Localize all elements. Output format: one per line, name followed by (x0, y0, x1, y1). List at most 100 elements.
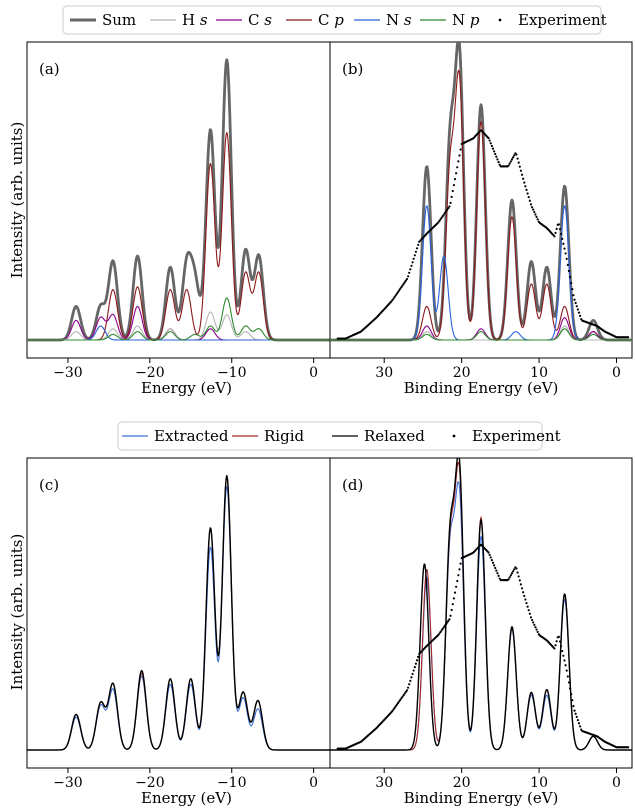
panel-b-experiment-point (490, 144, 493, 148)
panel-b-xtick-label: 20 (453, 365, 471, 381)
panel-d-experiment-point (489, 556, 492, 559)
panel-b-experiment-point (566, 263, 569, 266)
panel-b-experiment-point (393, 295, 396, 298)
panel-b-label: (b) (342, 60, 363, 78)
panel-d-experiment-point (399, 698, 402, 701)
panel-b-experiment-point (415, 247, 419, 250)
panel-b-experiment-point (459, 148, 462, 151)
legend-label-np: N p (452, 11, 480, 29)
panel-d-experiment-point (497, 574, 500, 578)
panel-b-experiment-point (442, 213, 445, 216)
panel-b-experiment-point (577, 311, 581, 314)
ylabel-top: Intensity (arb. units) (8, 122, 26, 279)
panel-d-experiment-point (458, 568, 461, 571)
panel-d-experiment-point (554, 644, 557, 647)
panel-d-frame (329, 457, 633, 769)
panel-d-experiment-point (574, 712, 577, 715)
panel-b-experiment-point (497, 160, 500, 164)
panel-d-experiment-point (438, 632, 441, 635)
legend-label-sum: Sum (102, 11, 136, 29)
panel-b-experiment-point (561, 237, 564, 240)
panel-d-xlabel: Binding Energy (eV) (404, 789, 559, 807)
panel-d-series-rigid (330, 461, 632, 751)
panel-d-experiment-point (525, 601, 528, 605)
legend-marker-experiment (498, 18, 502, 22)
panel-b-experiment-point (394, 294, 397, 297)
panel-d-experiment-point (404, 690, 407, 694)
panel-d-experiment-point (413, 666, 416, 669)
panel-d-experiment-point (417, 655, 420, 658)
panel-b-experiment-point (489, 142, 492, 145)
panel-d-experiment-point (496, 572, 499, 575)
panel-b-experiment-point (407, 275, 410, 278)
panel-d-experiment-point (627, 746, 630, 749)
panel-b-experiment-point (457, 160, 460, 163)
panel-b-experiment-point (507, 164, 510, 167)
panel-b-experiment-point (553, 235, 556, 238)
panel-b-experiment-point (525, 188, 528, 191)
panel-b-experiment-point (517, 161, 520, 164)
panel-d-experiment-point (444, 622, 448, 626)
panel-d-experiment-point (396, 701, 400, 705)
panel-c-xtick-label: −20 (135, 775, 165, 791)
panel-b-experiment-point (574, 301, 577, 305)
panel-d-xtick-label: 0 (612, 775, 621, 791)
panel-b-experiment-point (522, 177, 525, 180)
panel-b-experiment-point (444, 210, 448, 213)
panel-c-xtick-label: 0 (309, 775, 318, 791)
panel-b-experiment-point (557, 223, 560, 226)
panel-b-experiment-point (555, 227, 558, 230)
panel-a-xtick-label: −20 (135, 365, 165, 381)
panel-b-experiment-point (572, 294, 575, 297)
panel-d-experiment-point (523, 594, 526, 598)
panel-d-experiment-point (530, 618, 534, 622)
panel-b-experiment-point (536, 218, 539, 221)
panel-d-experiment-point (508, 576, 511, 579)
panel-b-experiment-point (417, 243, 420, 246)
panel-b-experiment-point (530, 206, 534, 209)
panel-d-experiment-point (412, 669, 415, 672)
panel-b-experiment-point (411, 261, 414, 264)
panel-d-xtick-label: 20 (453, 775, 471, 791)
panel-d-experiment-point (398, 700, 401, 703)
panel-b-experiment-point (580, 318, 583, 321)
panel-b-experiment-point (438, 219, 441, 223)
panel-c-plot-area (27, 474, 330, 751)
legend-label-ns: N s (386, 11, 412, 29)
panel-b-experiment-point (493, 150, 496, 153)
panel-b-experiment-point (524, 185, 527, 188)
panel-b-experiment-point (398, 289, 401, 292)
panel-b-experiment-point (414, 250, 418, 253)
panel-d-experiment-point (456, 579, 459, 583)
panel-d-experiment-point (442, 626, 445, 629)
panel-d-experiment-point (446, 621, 449, 624)
panel-b-experiment-point (533, 210, 536, 214)
panel-d-xtick-label: 10 (530, 775, 548, 791)
panel-b-experiment-point (518, 165, 521, 168)
panel-d-experiment-point (577, 722, 581, 725)
panel-b-series-np (330, 328, 632, 341)
panel-d-experiment-point (409, 679, 412, 682)
panel-b-xlabel: Binding Energy (eV) (404, 379, 559, 397)
panel-b-experiment-point (451, 189, 454, 193)
panel-a-series-sum (27, 58, 330, 342)
panel-b-experiment-point (565, 257, 568, 260)
legend-label-relaxedundefined: Relaxed (364, 427, 425, 445)
panel-d-experiment-point (447, 619, 450, 623)
panel-b-experiment-point (410, 264, 413, 267)
panel-b-experiment-point (575, 305, 578, 308)
panel-b-experiment-point (437, 221, 440, 224)
panel-d-experiment-point (535, 628, 538, 631)
panel-b-experiment-point (453, 178, 457, 181)
panel-b-xtick-label: 0 (612, 365, 621, 381)
panel-b-experiment-point (498, 163, 501, 166)
panel-d-experiment-point (410, 676, 413, 679)
panel-d-experiment-point (440, 629, 443, 632)
panel-b-experiment-point (515, 153, 518, 156)
panel-b-series-sum (330, 42, 632, 342)
panel-d-experiment-point (455, 585, 458, 588)
panel-b-experiment-point (404, 279, 407, 282)
panel-b-experiment-point (450, 195, 453, 199)
panel-a-xtick-label: −10 (217, 365, 247, 381)
legend-marker-experimentundefined (452, 434, 456, 438)
